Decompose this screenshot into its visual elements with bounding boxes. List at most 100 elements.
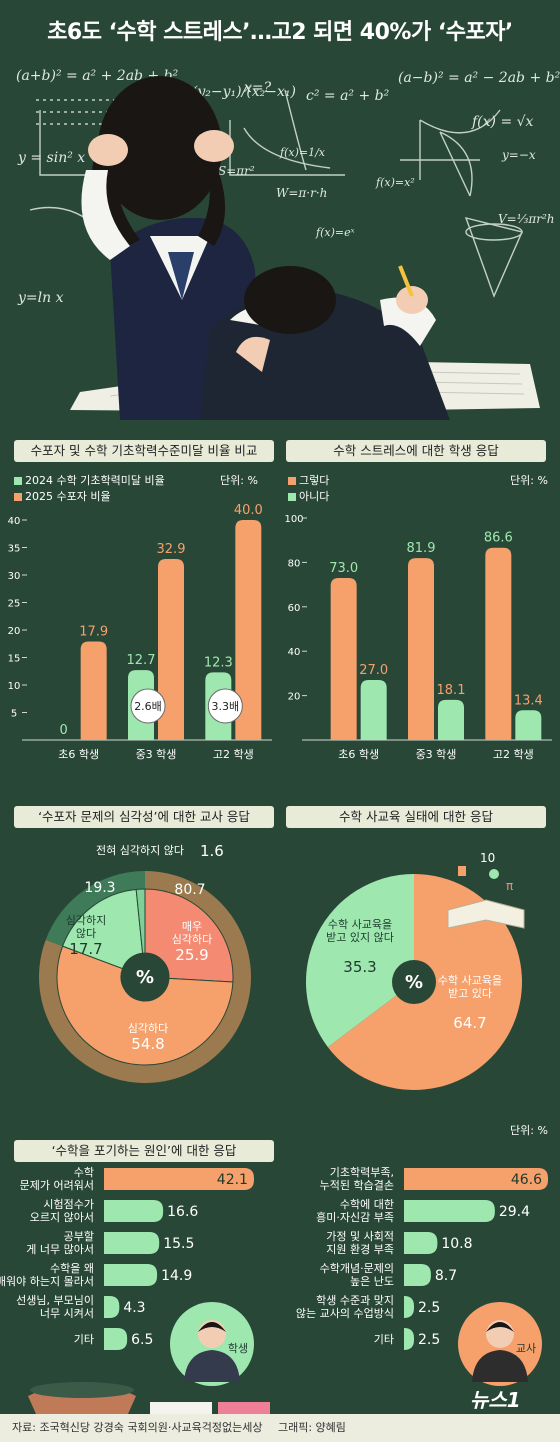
reason-label: 선생님, 부모님이 (16, 1294, 94, 1307)
avatar-body (472, 1350, 528, 1382)
pie-slice (306, 874, 414, 1048)
reason-value-label: 6.5 (131, 1332, 153, 1348)
reason-value-label: 46.6 (511, 1172, 542, 1188)
reason-value-label: 14.9 (161, 1268, 192, 1284)
hero-illustration (29, 76, 540, 420)
flying-shape-icon (489, 869, 499, 879)
ratio-circle (130, 688, 166, 724)
footer-bar: 자료: 조국혁신당 강경숙 국회의원·사교육걱정없는세상 그래픽: 양혜림 (0, 1414, 560, 1442)
chart1-legend-item: 2024 수학 기초학력미달 비율 (14, 472, 165, 488)
bar-value-label: 86.6 (484, 531, 513, 546)
legend-label: 아니다 (299, 490, 330, 503)
slice-value: 25.9 (175, 946, 208, 964)
bar (330, 577, 357, 740)
flying-number-icon: 10 (480, 851, 495, 865)
bar-value-label: 32.9 (157, 542, 186, 557)
legend-swatch (14, 477, 22, 485)
slice-label: 전혀 심각하지 않다 (96, 843, 184, 857)
outer-value-label: 80.7 (174, 882, 205, 898)
reason-label: 높은 난도 (350, 1275, 394, 1288)
slice-label: 심각하다 (172, 932, 212, 946)
formula: y=−x (502, 148, 536, 162)
reason-label: 기타 (374, 1333, 394, 1346)
reason-value-label: 2.5 (418, 1300, 440, 1316)
reason-value-label: 42.1 (217, 1172, 248, 1188)
bar-value-label: 17.9 (79, 625, 108, 640)
bar-value-label: 18.1 (437, 683, 466, 698)
pink-block-decoration (218, 1402, 270, 1414)
reason-value-label: 4.3 (123, 1300, 145, 1316)
chart2-legend-item: 그렇다 (288, 472, 329, 488)
center-percent-label: % (136, 967, 154, 988)
reason-bar (104, 1296, 120, 1318)
reason-bar (104, 1168, 254, 1190)
chart1-title-banner: 수포자 및 수학 기초학력수준미달 비율 비교 (14, 440, 274, 462)
y-tick-label: 20 (288, 692, 301, 703)
reason-value-label: 16.6 (167, 1204, 198, 1220)
y-tick-label: 80 (288, 558, 301, 569)
reason-label: 문제가 어려워서 (20, 1179, 94, 1192)
chart2-title-banner: 수학 스트레스에 대한 학생 응답 (286, 440, 546, 462)
flying-number-icon: π (506, 879, 513, 893)
chart1-bar-chart: 5 10 15 20 25 30 35 40 0 17.9 초6 학생 12.7 32.9 중3 학생 2.… (8, 503, 272, 761)
book-icon (447, 899, 525, 929)
chart2-unit-label: 단위: % (510, 474, 548, 487)
bar (515, 710, 542, 740)
legend-label: 2024 수학 기초학력미달 비율 (25, 474, 165, 487)
avatar-hair (486, 1322, 514, 1332)
formula: f(x) = √x (472, 114, 534, 130)
slice-label: 않다 (76, 927, 96, 940)
legend-label: 그렇다 (299, 474, 330, 487)
avatar-body (184, 1350, 240, 1382)
y-tick-label: 5 (11, 709, 17, 720)
outer-value-label: 19.3 (84, 880, 115, 896)
reason-label: 누적된 학습결손 (320, 1179, 394, 1192)
page-title: 초6도 ‘수학 스트레스’…고2 되면 40%가 ‘수포자’ (47, 20, 513, 45)
chart5-title-banner: ‘수학을 포기하는 원인’에 대한 응답 (14, 1140, 274, 1162)
reason-bar (404, 1200, 495, 1222)
bar (235, 520, 262, 740)
x-category-label: 고2 학생 (493, 748, 534, 761)
slice-label: 심각하지 (66, 913, 106, 927)
y-tick-label: 60 (288, 603, 301, 614)
bar-value-label: 73.0 (329, 561, 358, 576)
slice-label: 심각하다 (128, 1021, 168, 1035)
bar (158, 559, 184, 740)
chart4-title-banner: 수학 사교육 실태에 대한 응답 (286, 806, 546, 828)
reason-label: 수학 (74, 1166, 94, 1179)
y-tick-label: 30 (8, 571, 21, 582)
formula: y=ln x (18, 290, 64, 306)
y-tick-label: 20 (8, 626, 21, 637)
bar-value-label: 13.4 (514, 693, 543, 708)
reason-bar (404, 1328, 414, 1350)
source-text: 자료: 조국혁신당 강경숙 국회의원·사교육걱정없는세상 (12, 1421, 263, 1434)
slice-value: 64.7 (453, 1014, 486, 1032)
exhausted-student-illustration (200, 265, 450, 420)
chart5-unit-label: 단위: % (510, 1124, 548, 1137)
slice-value: 17.7 (69, 940, 102, 958)
bar-value-label: 12.7 (127, 653, 156, 668)
y-tick-label: 40 (8, 516, 21, 527)
bar (438, 699, 464, 740)
slice-label: 수학 사교육을 (438, 974, 502, 987)
chart2-legend-item: 아니다 (288, 488, 329, 504)
legend-swatch (14, 493, 22, 501)
y-tick-label: 10 (8, 681, 21, 692)
bar-value-label: 12.3 (204, 655, 233, 670)
reason-value-label: 2.5 (418, 1332, 440, 1348)
chart3-title-banner: ‘수포자 문제의 심각성’에 대한 교사 응답 (14, 806, 274, 828)
graphic-credit: 그래픽: 양혜림 (277, 1421, 346, 1434)
reason-value-label: 8.7 (435, 1268, 457, 1284)
reason-label: 지원 환경 부족 (326, 1243, 394, 1256)
reason-label: 배워야 하는지 몰라서 (0, 1274, 94, 1288)
chart1-unit-label: 단위: % (220, 474, 258, 487)
formula: f(x)=eˣ (316, 226, 355, 239)
bar (360, 680, 387, 740)
slice-label: 매우 (182, 920, 202, 933)
reason-label: 가정 및 사회적 (326, 1230, 394, 1243)
reason-label: 공부할 (64, 1230, 94, 1243)
ratio-label: 2.6배 (134, 700, 162, 713)
formula: V=⅓πr²h (498, 212, 555, 226)
